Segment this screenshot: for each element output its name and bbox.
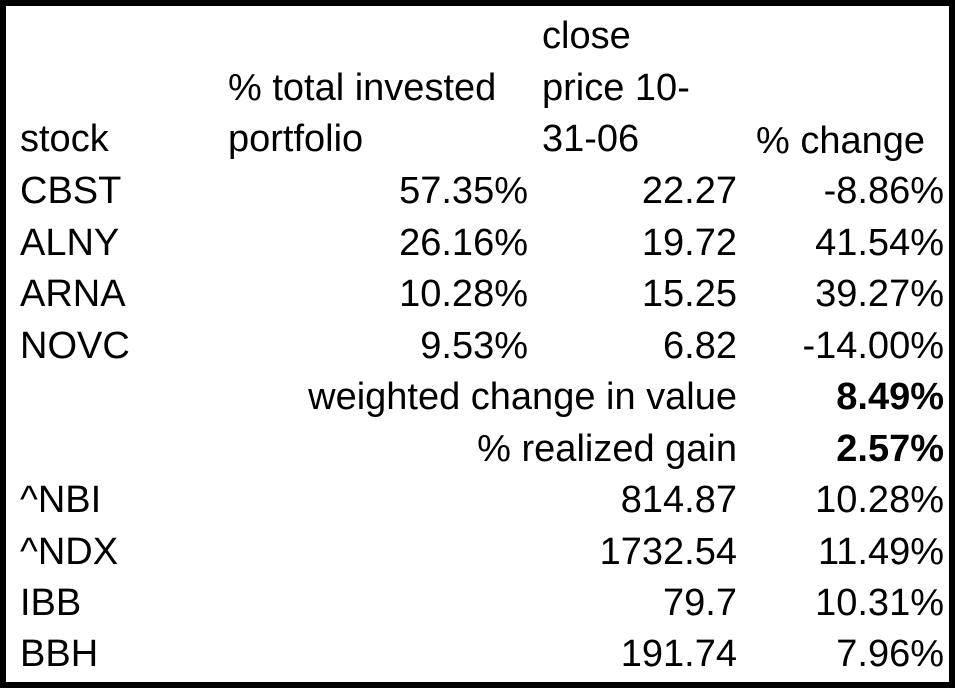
header-close-line1: close [542,15,631,57]
stock-cell: CBST [20,170,122,212]
close-price-cell: 19.72 [641,222,737,264]
index-cell: ^NDX [20,531,119,573]
close-price-cell: 6.82 [663,325,737,367]
pct-invested-cell: 10.28% [399,273,528,315]
change-cell: 11.49% [817,531,944,573]
change-cell: -14.00% [802,325,944,367]
close-price-cell: 22.27 [641,170,737,212]
weighted-change-value: 8.49% [836,376,944,418]
stock-cell: ARNA [20,273,126,315]
pct-invested-cell: 26.16% [399,222,528,264]
close-price-cell: 1732.54 [599,531,737,573]
stock-cell: ALNY [20,222,120,264]
change-cell: 41.54% [815,222,944,264]
index-cell: BBH [20,633,99,675]
close-price-cell: 814.87 [620,479,737,521]
change-cell: 39.27% [815,273,944,315]
close-price-cell: 15.25 [641,273,737,315]
pct-invested-cell: 9.53% [420,325,528,367]
index-cell: IBB [20,582,82,624]
weighted-change-label: weighted change in value [308,376,737,418]
close-price-cell: 191.74 [620,633,737,675]
change-cell: 10.28% [815,479,944,521]
pct-invested-cell: 57.35% [399,170,528,212]
change-cell: 10.31% [815,582,944,624]
header-invested-line2: portfolio [228,118,364,160]
realized-gain-value: 2.57% [836,428,944,470]
header-close-line2: price 10- [542,67,690,109]
header-stock: stock [20,118,109,160]
header-change: % change [756,120,926,162]
change-cell: 7.96% [836,633,944,675]
index-cell: ^NBI [20,479,102,521]
close-price-cell: 79.7 [663,582,737,624]
stock-cell: NOVC [20,325,130,367]
header-close-line3: 31-06 [542,118,640,160]
realized-gain-label: % realized gain [477,428,737,470]
change-cell: -8.86% [823,170,944,212]
header-invested-line1: % total invested [228,67,497,109]
